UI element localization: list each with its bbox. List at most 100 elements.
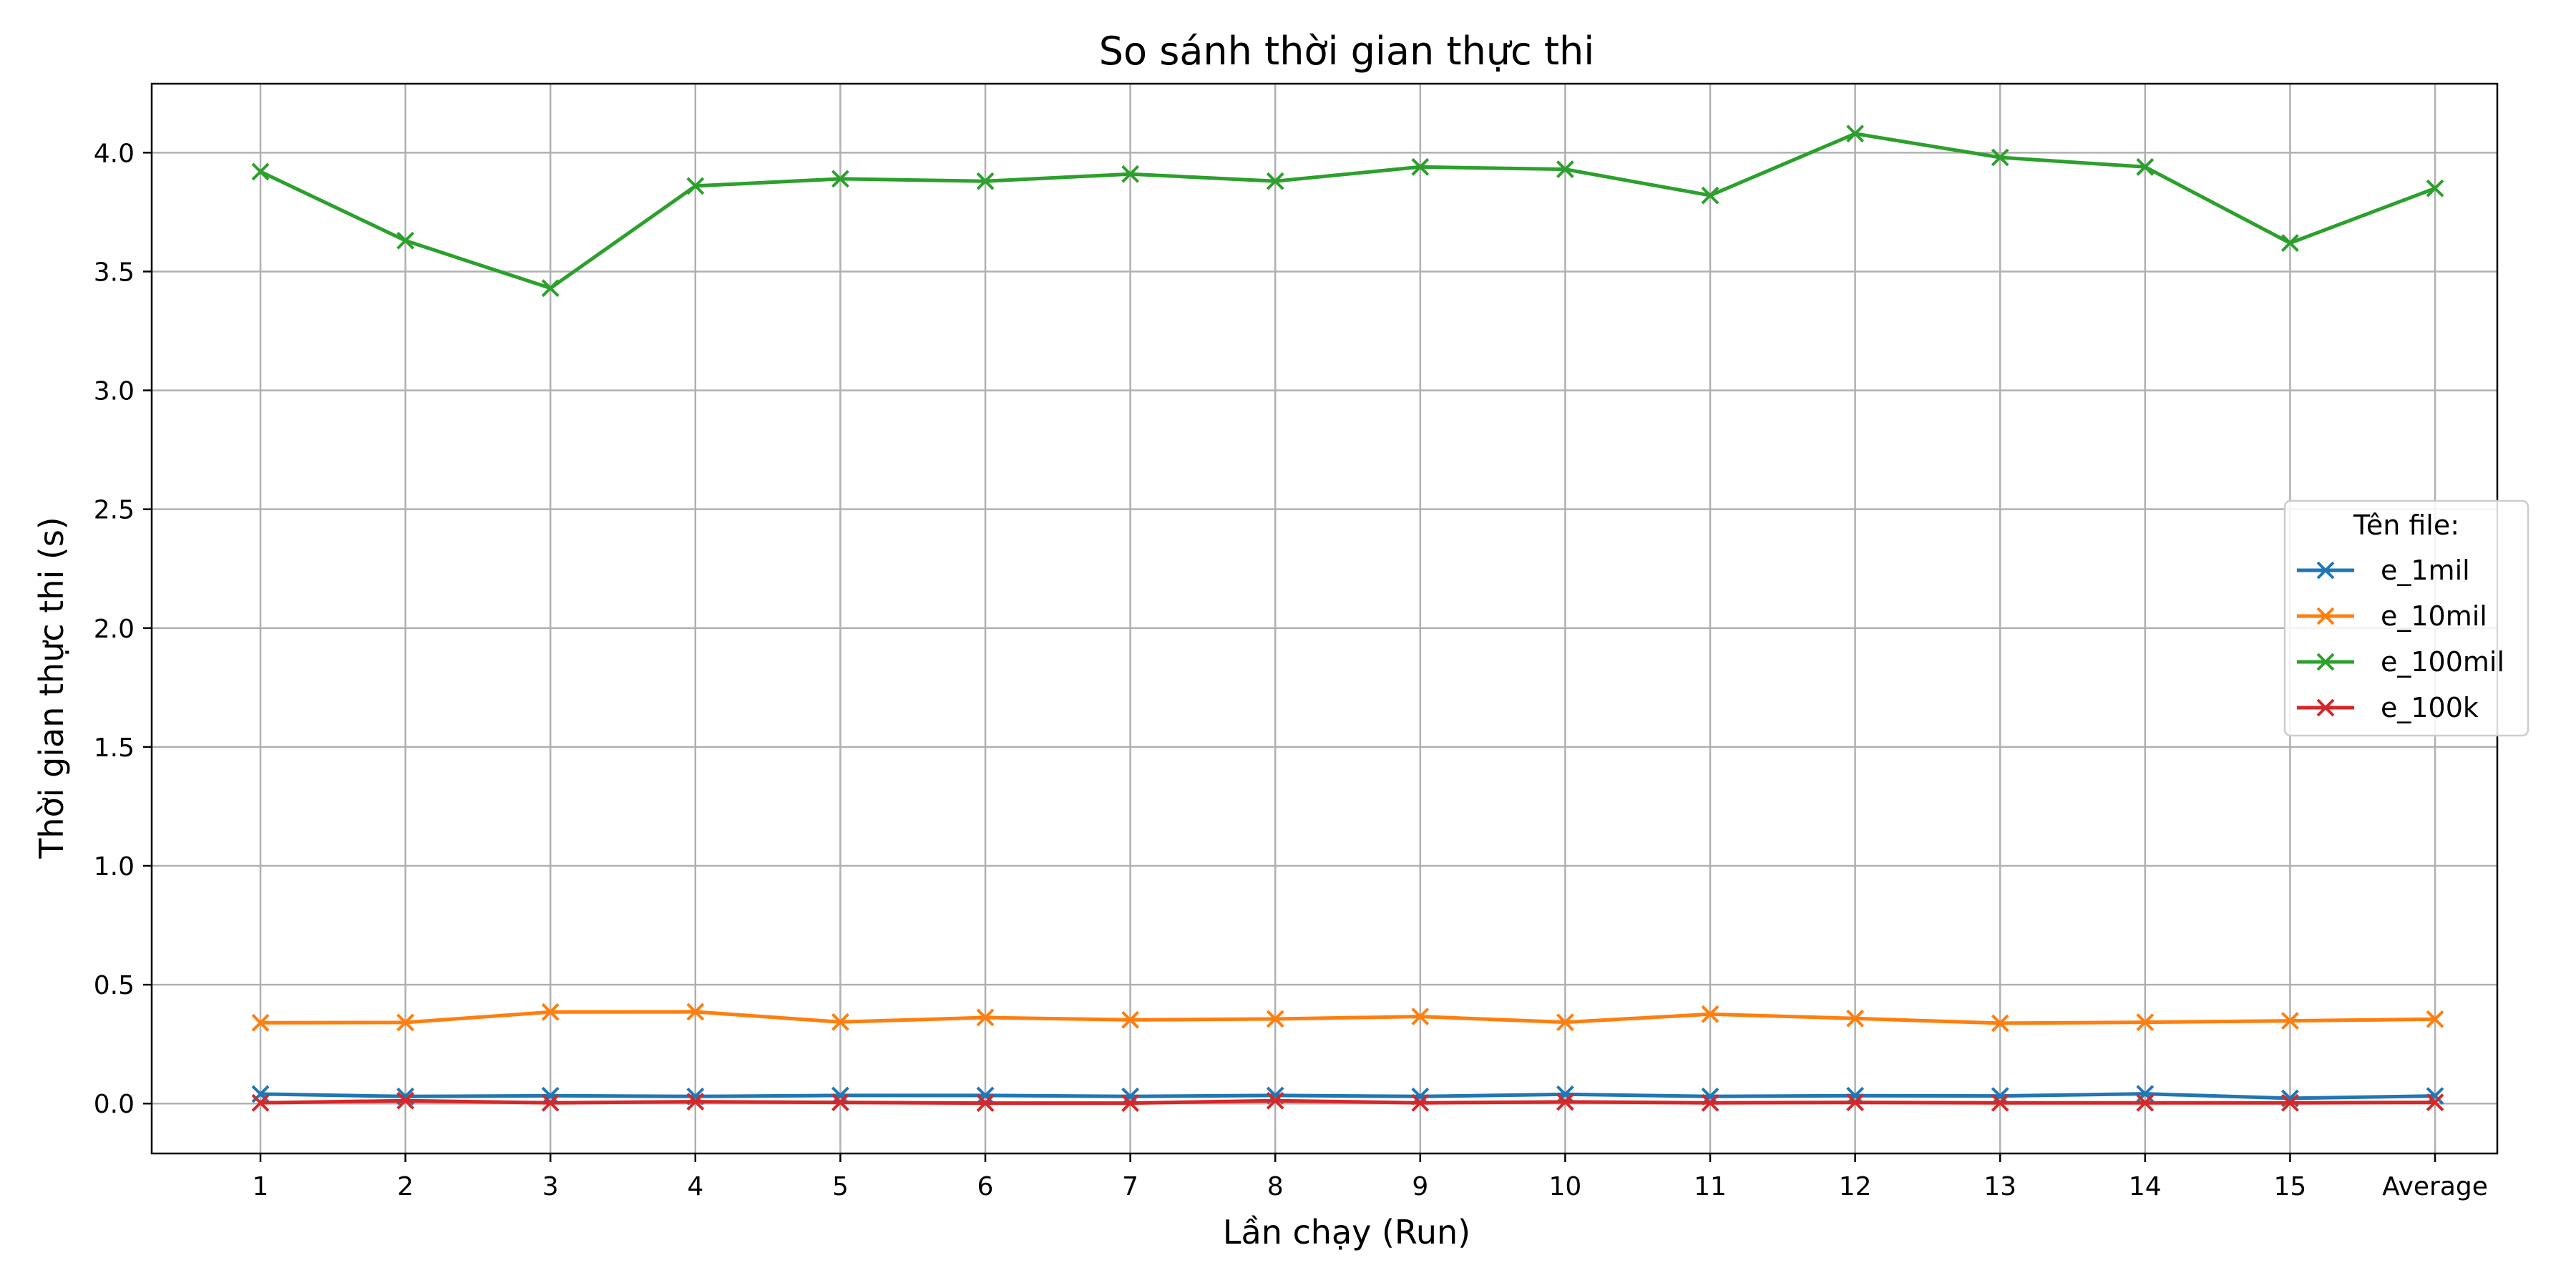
x-tick-label: 10: [1548, 1172, 1581, 1201]
grid: [152, 84, 2497, 1153]
data-point-e_100mil: [2136, 157, 2155, 176]
x-tick-label: 14: [2129, 1172, 2162, 1201]
data-point-e_100mil: [251, 162, 270, 181]
y-tick-label: 4.0: [94, 139, 135, 168]
legend-swatch-marker: [2316, 698, 2335, 717]
y-tick-label: 3.0: [94, 377, 135, 406]
legend-entry-e_100mil: e_100mil: [2297, 646, 2504, 678]
series-e_10mil: [251, 1002, 2444, 1033]
data-point-e_100k: [1846, 1093, 1865, 1111]
data-point-e_10mil: [251, 1013, 270, 1032]
data-point-e_10mil: [1991, 1014, 2009, 1033]
y-tick-label: 2.0: [94, 615, 135, 644]
legend-entries: e_1mil e_10mil e_100mil e_100k: [2297, 555, 2504, 723]
data-point-e_10mil: [1121, 1010, 1140, 1029]
data-point-e_10mil: [1846, 1009, 1865, 1028]
series-line-e_100mil: [259, 132, 2436, 291]
data-point-e_100k: [2136, 1093, 2155, 1112]
data-point-e_100k: [541, 1093, 560, 1112]
data-point-e_100k: [2426, 1093, 2444, 1111]
x-tick-label: 3: [542, 1172, 559, 1201]
x-tick-label: 2: [397, 1172, 414, 1201]
x-tick-label: Average: [2382, 1172, 2488, 1201]
data-point-e_100mil: [1701, 186, 1719, 205]
legend-label: e_10mil: [2381, 600, 2487, 632]
data-point-e_100mil: [1846, 125, 1865, 143]
series-line-e_100k: [260, 1098, 2436, 1106]
legend-title: Tên file:: [2353, 509, 2459, 541]
data-point-e_1mil: [976, 1086, 995, 1105]
legend-entry-e_1mil: e_1mil: [2297, 555, 2470, 586]
data-point-e_10mil: [686, 1002, 705, 1021]
chart-title: So sánh thời gian thực thi: [1099, 29, 1595, 74]
data-point-e_100k: [976, 1094, 995, 1112]
x-tick-label: 11: [1694, 1172, 1727, 1201]
series-line-e_1mil: [260, 1092, 2436, 1101]
x-tick-label: 1: [253, 1172, 269, 1201]
data-point-e_10mil: [831, 1013, 849, 1031]
data-point-e_100k: [1266, 1091, 1284, 1110]
x-tick-label: 12: [1839, 1172, 1872, 1201]
x-tick-label: 5: [832, 1172, 849, 1201]
legend-entry-e_100k: e_100k: [2297, 692, 2479, 723]
data-point-e_100k: [831, 1093, 849, 1111]
data-point-e_100mil: [1121, 165, 1140, 183]
data-point-e_10mil: [1411, 1008, 1430, 1026]
legend-entry-e_10mil: e_10mil: [2297, 600, 2487, 632]
legend-label: e_100k: [2381, 692, 2479, 723]
data-point-e_10mil: [2426, 1010, 2444, 1028]
y-tick-label: 1.5: [94, 733, 135, 763]
data-point-e_100k: [1556, 1093, 1574, 1111]
series-line-e_10mil: [260, 1010, 2436, 1025]
ticks: 1 2 3 4 5 6 7 8 9 10 11 12 13 14 15 Average0.00.51.01.5…: [94, 139, 2488, 1201]
data-point-e_100k: [396, 1091, 415, 1110]
data-point-e_100k: [686, 1093, 705, 1111]
legend: Tên file: e_1mil e_10mil e_100mil e_100k: [2283, 499, 2529, 737]
data-point-e_10mil: [396, 1013, 415, 1032]
data-point-e_100k: [1991, 1093, 2009, 1112]
x-tick-label: 9: [1412, 1172, 1428, 1201]
x-tick-label: 6: [977, 1172, 994, 1201]
data-point-e_100k: [1411, 1093, 1430, 1112]
data-point-e_100mil: [976, 172, 995, 190]
data-point-e_100mil: [831, 170, 849, 188]
data-point-e_10mil: [1556, 1013, 1574, 1032]
series-e_100k: [251, 1091, 2444, 1112]
data-point-e_100mil: [686, 177, 705, 195]
x-tick-label: 4: [687, 1172, 703, 1201]
x-tick-label: 13: [1984, 1172, 2016, 1201]
legend-label: e_1mil: [2381, 555, 2470, 586]
data-point-e_100k: [1701, 1093, 1719, 1112]
data-point-e_1mil: [1556, 1085, 1574, 1103]
x-tick-label: 7: [1122, 1172, 1138, 1201]
series-layer: [251, 125, 2444, 1112]
legend-label: e_100mil: [2381, 646, 2504, 678]
data-point-e_10mil: [1701, 1005, 1719, 1023]
legend-swatch-marker: [2316, 607, 2335, 625]
x-tick-label: 8: [1267, 1172, 1284, 1201]
data-point-e_100k: [2280, 1093, 2299, 1112]
legend-box: [2283, 499, 2529, 737]
data-point-e_100k: [1121, 1094, 1140, 1112]
x-tick-label: 15: [2273, 1172, 2306, 1201]
data-point-e_100mil: [396, 231, 415, 250]
y-tick-label: 3.5: [94, 258, 135, 287]
data-point-e_100mil: [2280, 234, 2299, 253]
legend-swatch-marker: [2316, 561, 2335, 580]
series-e_100mil: [251, 125, 2444, 298]
y-tick-label: 0.5: [94, 971, 135, 1000]
y-axis-label: Thời gian thực thi (s): [32, 517, 71, 859]
x-axis-label: Lần chạy (Run): [1223, 1213, 1470, 1252]
data-point-e_10mil: [1266, 1010, 1284, 1028]
data-point-e_100mil: [1991, 148, 2009, 167]
data-point-e_100mil: [541, 279, 560, 298]
data-point-e_100mil: [1556, 160, 1574, 179]
data-point-e_10mil: [541, 1002, 560, 1021]
data-point-e_10mil: [976, 1008, 995, 1027]
y-tick-label: 0.0: [94, 1090, 135, 1119]
data-point-e_10mil: [2136, 1013, 2155, 1032]
data-point-e_10mil: [2280, 1012, 2299, 1030]
data-point-e_100mil: [2426, 179, 2444, 197]
data-point-e_100mil: [1266, 172, 1284, 190]
